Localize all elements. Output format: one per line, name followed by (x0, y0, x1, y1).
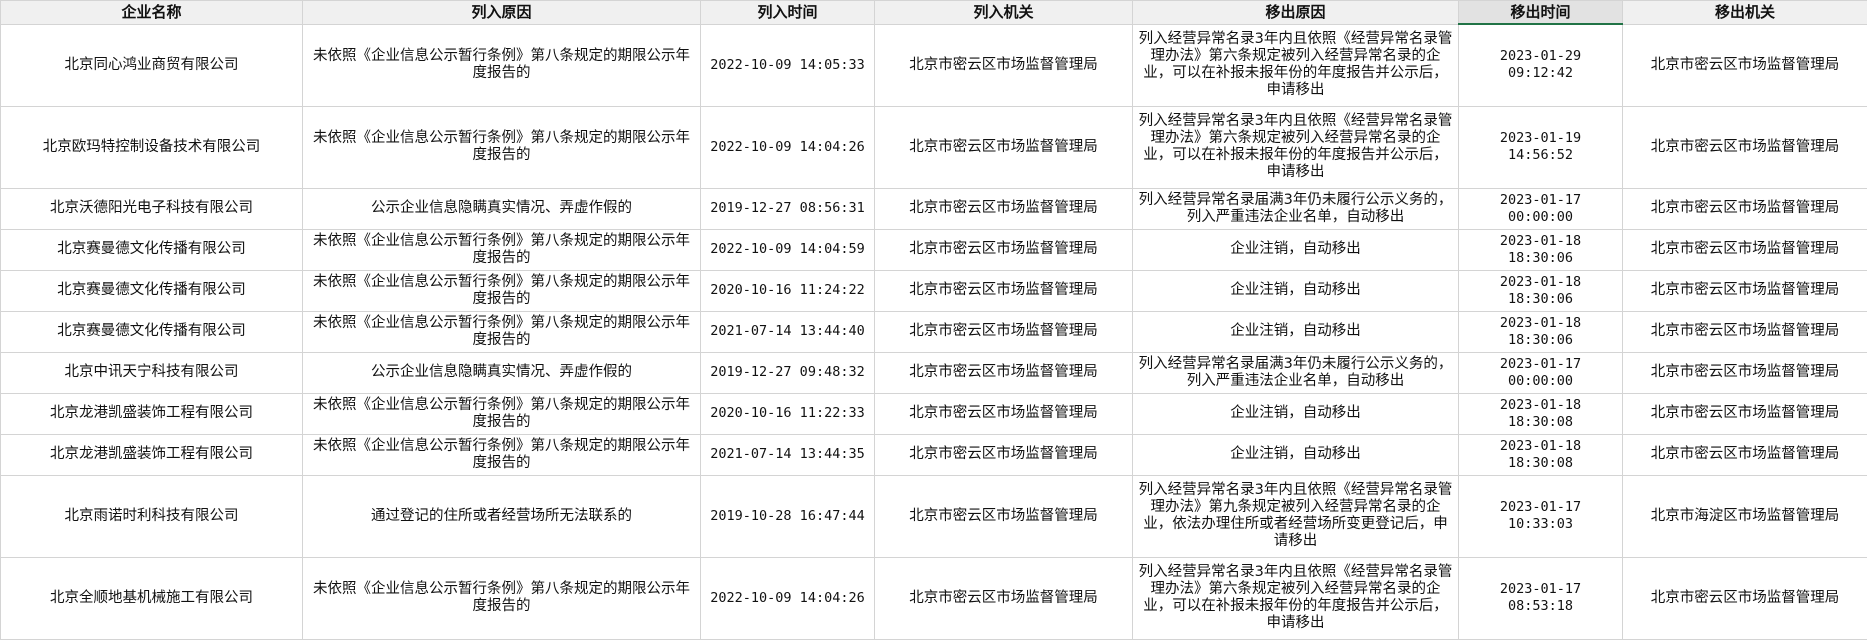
table-cell: 未依照《企业信息公示暂行条例》第八条规定的期限公示年度报告的 (302, 228, 701, 271)
table-row: 北京龙港凯盛装饰工程有限公司 未依照《企业信息公示暂行条例》第八条规定的期限公示年… (0, 433, 1867, 476)
table-row: 北京龙港凯盛装饰工程有限公司 未依照《企业信息公示暂行条例》第八条规定的期限公示年… (0, 392, 1867, 435)
table-row: 北京赛曼德文化传播有限公司 未依照《企业信息公示暂行条例》第八条规定的期限公示年度… (0, 269, 1867, 312)
table-cell: 列入经营异常名录3年内且依照《经营异常名录管理办法》第九条规定被列入经营异常名录… (1132, 474, 1459, 558)
table-cell: 2023-01-29 09:12:42 (1458, 23, 1623, 107)
table-cell: 北京市海淀区市场监督管理局 (1622, 474, 1867, 558)
table-cell: 北京赛曼德文化传播有限公司 (0, 310, 303, 353)
table-cell: 北京市密云区市场监督管理局 (1622, 351, 1867, 394)
table-cell: 北京市密云区市场监督管理局 (1622, 556, 1867, 640)
table-cell: 未依照《企业信息公示暂行条例》第八条规定的期限公示年度报告的 (302, 23, 701, 107)
table-cell: 北京市密云区市场监督管理局 (874, 269, 1133, 312)
table-cell: 北京市密云区市场监督管理局 (874, 392, 1133, 435)
table-cell: 北京市密云区市场监督管理局 (874, 351, 1133, 394)
table-row: 北京全顺地基机械施工有限公司 未依照《企业信息公示暂行条例》第八条规定的期限公示年… (0, 556, 1867, 640)
table-cell: 公示企业信息隐瞒真实情况、弄虚作假的 (302, 351, 701, 394)
table-cell: 企业注销，自动移出 (1132, 392, 1459, 435)
table-cell: 未依照《企业信息公示暂行条例》第八条规定的期限公示年度报告的 (302, 392, 701, 435)
table-cell: 北京市密云区市场监督管理局 (1622, 269, 1867, 312)
table-cell: 北京赛曼德文化传播有限公司 (0, 269, 303, 312)
table-cell: 未依照《企业信息公示暂行条例》第八条规定的期限公示年度报告的 (302, 433, 701, 476)
table-cell: 北京雨诺时利科技有限公司 (0, 474, 303, 558)
table-cell: 2020-10-16 11:24:22 (700, 269, 875, 312)
table-cell: 北京市密云区市场监督管理局 (874, 228, 1133, 271)
table-cell: 北京市密云区市场监督管理局 (1622, 392, 1867, 435)
table-cell: 2020-10-16 11:22:33 (700, 392, 875, 435)
table-cell: 2022-10-09 14:04:59 (700, 228, 875, 271)
table-cell: 2023-01-18 18:30:06 (1458, 310, 1623, 353)
table-row: 北京赛曼德文化传播有限公司 未依照《企业信息公示暂行条例》第八条规定的期限公示年度… (0, 228, 1867, 271)
table-cell: 2021-07-14 13:44:40 (700, 310, 875, 353)
table-cell: 北京市密云区市场监督管理局 (1622, 187, 1867, 230)
table-cell: 2023-01-17 10:33:03 (1458, 474, 1623, 558)
table-cell: 北京市密云区市场监督管理局 (1622, 433, 1867, 476)
header-row: 企业名称 列入原因 列入时间 列入机关 移出原因 移出时间 移出机关 (0, 0, 1867, 25)
table-row: 北京同心鸿业商贸有限公司 未依照《企业信息公示暂行条例》第八条规定的期限公示年度报… (0, 23, 1867, 107)
table-cell: 列入经营异常名录3年内且依照《经营异常名录管理办法》第六条规定被列入经营异常名录… (1132, 23, 1459, 107)
table-cell: 企业注销，自动移出 (1132, 433, 1459, 476)
table-cell: 列入经营异常名录3年内且依照《经营异常名录管理办法》第六条规定被列入经营异常名录… (1132, 556, 1459, 640)
table-cell: 北京同心鸿业商贸有限公司 (0, 23, 303, 107)
table-cell: 北京市密云区市场监督管理局 (874, 187, 1133, 230)
table-row: 北京雨诺时利科技有限公司 通过登记的住所或者经营场所无法联系的 2019-10-28… (0, 474, 1867, 558)
table-cell: 北京龙港凯盛装饰工程有限公司 (0, 433, 303, 476)
table-cell: 未依照《企业信息公示暂行条例》第八条规定的期限公示年度报告的 (302, 269, 701, 312)
table-cell: 2023-01-18 18:30:08 (1458, 392, 1623, 435)
table-row: 北京赛曼德文化传播有限公司 未依照《企业信息公示暂行条例》第八条规定的期限公示年度… (0, 310, 1867, 353)
table-cell: 北京欧玛特控制设备技术有限公司 (0, 105, 303, 189)
table-cell: 企业注销，自动移出 (1132, 310, 1459, 353)
column-header: 列入原因 (302, 0, 701, 25)
table-cell: 北京市密云区市场监督管理局 (874, 105, 1133, 189)
column-header: 列入时间 (700, 0, 875, 25)
table-cell: 北京市密云区市场监督管理局 (874, 474, 1133, 558)
column-header: 移出时间 (1458, 0, 1623, 25)
table-cell: 企业注销，自动移出 (1132, 269, 1459, 312)
table-cell: 2023-01-18 18:30:06 (1458, 269, 1623, 312)
table-cell: 列入经营异常名录3年内且依照《经营异常名录管理办法》第六条规定被列入经营异常名录… (1132, 105, 1459, 189)
table-cell: 2023-01-19 14:56:52 (1458, 105, 1623, 189)
table-cell: 北京市密云区市场监督管理局 (874, 556, 1133, 640)
table-cell: 北京市密云区市场监督管理局 (1622, 310, 1867, 353)
table-cell: 公示企业信息隐瞒真实情况、弄虚作假的 (302, 187, 701, 230)
column-header: 企业名称 (0, 0, 303, 25)
table-cell: 北京中讯天宁科技有限公司 (0, 351, 303, 394)
table-row: 北京沃德阳光电子科技有限公司 公示企业信息隐瞒真实情况、弄虚作假的 2019-12-… (0, 187, 1867, 230)
table-row: 北京中讯天宁科技有限公司 公示企业信息隐瞒真实情况、弄虚作假的 2019-12-27… (0, 351, 1867, 394)
table-cell: 2023-01-17 00:00:00 (1458, 351, 1623, 394)
column-header: 移出机关 (1622, 0, 1867, 25)
table-cell: 2023-01-17 00:00:00 (1458, 187, 1623, 230)
table-cell: 北京市密云区市场监督管理局 (874, 310, 1133, 353)
column-header: 列入机关 (874, 0, 1133, 25)
table-cell: 北京市密云区市场监督管理局 (874, 23, 1133, 107)
table-cell: 北京赛曼德文化传播有限公司 (0, 228, 303, 271)
table-cell: 2019-12-27 09:48:32 (700, 351, 875, 394)
table-cell: 列入经营异常名录届满3年仍未履行公示义务的，列入严重违法企业名单，自动移出 (1132, 351, 1459, 394)
table-cell: 2019-10-28 16:47:44 (700, 474, 875, 558)
table-cell: 企业注销，自动移出 (1132, 228, 1459, 271)
table-cell: 2021-07-14 13:44:35 (700, 433, 875, 476)
table-body: 北京同心鸿业商贸有限公司 未依照《企业信息公示暂行条例》第八条规定的期限公示年度报… (0, 23, 1867, 640)
table-cell: 2019-12-27 08:56:31 (700, 187, 875, 230)
table-cell: 北京市密云区市场监督管理局 (1622, 105, 1867, 189)
table-cell: 列入经营异常名录届满3年仍未履行公示义务的，列入严重违法企业名单，自动移出 (1132, 187, 1459, 230)
table-cell: 通过登记的住所或者经营场所无法联系的 (302, 474, 701, 558)
table-cell: 未依照《企业信息公示暂行条例》第八条规定的期限公示年度报告的 (302, 310, 701, 353)
table-cell: 北京全顺地基机械施工有限公司 (0, 556, 303, 640)
table-cell: 未依照《企业信息公示暂行条例》第八条规定的期限公示年度报告的 (302, 556, 701, 640)
table-cell: 2023-01-18 18:30:06 (1458, 228, 1623, 271)
table-cell: 2023-01-18 18:30:08 (1458, 433, 1623, 476)
column-header: 移出原因 (1132, 0, 1459, 25)
table-cell: 北京市密云区市场监督管理局 (1622, 228, 1867, 271)
table-cell: 2022-10-09 14:04:26 (700, 105, 875, 189)
table-row: 北京欧玛特控制设备技术有限公司 未依照《企业信息公示暂行条例》第八条规定的期限公示… (0, 105, 1867, 189)
table-cell: 2022-10-09 14:05:33 (700, 23, 875, 107)
table-cell: 2023-01-17 08:53:18 (1458, 556, 1623, 640)
table-cell: 北京市密云区市场监督管理局 (874, 433, 1133, 476)
table-cell: 北京市密云区市场监督管理局 (1622, 23, 1867, 107)
table-cell: 北京沃德阳光电子科技有限公司 (0, 187, 303, 230)
table-cell: 北京龙港凯盛装饰工程有限公司 (0, 392, 303, 435)
table-cell: 未依照《企业信息公示暂行条例》第八条规定的期限公示年度报告的 (302, 105, 701, 189)
table-cell: 2022-10-09 14:04:26 (700, 556, 875, 640)
